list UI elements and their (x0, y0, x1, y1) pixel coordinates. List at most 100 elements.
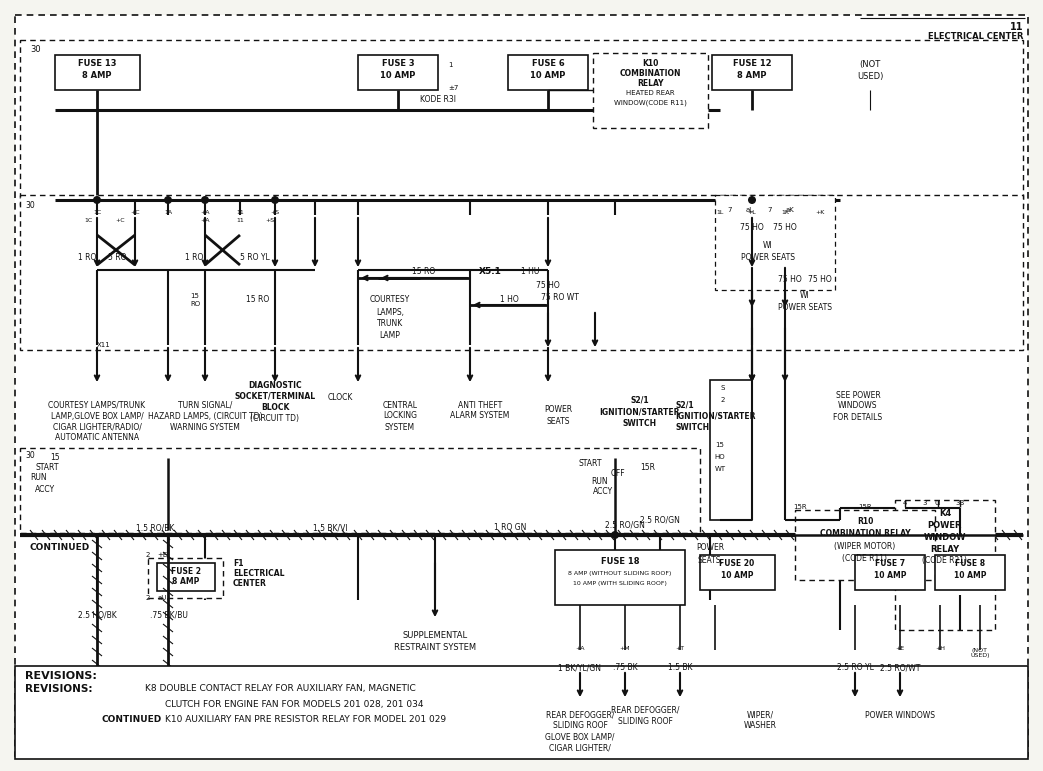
Text: K8 DOUBLE CONTACT RELAY FOR AUXILIARY FAN, MAGNETIC: K8 DOUBLE CONTACT RELAY FOR AUXILIARY FA… (145, 685, 416, 693)
Text: WI: WI (800, 291, 809, 299)
Text: 15R: 15R (793, 504, 807, 510)
Text: POWER: POWER (544, 406, 572, 415)
Text: 10 AMP (WITH SLIDING ROOF): 10 AMP (WITH SLIDING ROOF) (573, 581, 666, 585)
Text: CLOCK: CLOCK (328, 393, 353, 402)
Bar (20, 195, 1023, 350)
Circle shape (93, 196, 101, 204)
Text: WINDOWS: WINDOWS (839, 402, 878, 410)
Bar (712, 55, 792, 90)
Bar (895, 500, 995, 630)
Text: ACCY: ACCY (35, 486, 55, 494)
Text: +C: +C (115, 217, 125, 223)
Text: 1A: 1A (164, 210, 172, 214)
Text: FUSE 2: FUSE 2 (171, 567, 201, 577)
Text: FUSE 20: FUSE 20 (720, 558, 755, 567)
Text: 1C: 1C (93, 210, 101, 214)
Text: AUTOMATIC ANTENNA: AUTOMATIC ANTENNA (55, 433, 139, 443)
Text: 8 AMP: 8 AMP (82, 70, 112, 79)
Text: 1 HU: 1 HU (520, 268, 539, 277)
Bar (855, 555, 925, 590)
Text: (CIRCUIT TD): (CIRCUIT TD) (250, 413, 299, 423)
Text: WINDOW: WINDOW (924, 533, 966, 541)
Circle shape (201, 196, 209, 204)
Bar (20, 20, 1023, 671)
Text: R10: R10 (856, 517, 873, 527)
Text: REAR DEFOGGER/: REAR DEFOGGER/ (611, 705, 679, 715)
Text: FUSE 18: FUSE 18 (601, 557, 639, 565)
Text: +S: +S (265, 217, 274, 223)
Text: 1: 1 (447, 62, 453, 68)
Text: 3B: 3B (955, 500, 965, 506)
Text: X5.1: X5.1 (479, 268, 502, 277)
Text: 2: 2 (146, 595, 150, 601)
Text: 2.5 RO YL: 2.5 RO YL (836, 664, 873, 672)
Text: 3: 3 (923, 500, 927, 506)
Bar (710, 380, 752, 520)
Text: FOR DETAILS: FOR DETAILS (833, 412, 882, 422)
Text: POWER SEATS: POWER SEATS (741, 252, 795, 261)
Text: SLIDING ROOF: SLIDING ROOF (617, 716, 673, 726)
Bar (593, 53, 708, 128)
Text: K4: K4 (939, 509, 951, 517)
Text: SLIDING ROOF: SLIDING ROOF (553, 722, 607, 730)
Circle shape (611, 531, 618, 539)
Text: +E: +E (156, 552, 167, 558)
Text: 8 AMP: 8 AMP (737, 70, 767, 79)
Bar (935, 555, 1005, 590)
Text: 2: 2 (146, 552, 150, 558)
Text: IGNITION/STARTER: IGNITION/STARTER (600, 408, 680, 416)
Text: +H: +H (935, 645, 945, 651)
Text: 1 RO: 1 RO (78, 254, 96, 262)
Text: SEE POWER: SEE POWER (835, 390, 880, 399)
Bar (700, 555, 775, 590)
Text: .75 BK/BU: .75 BK/BU (150, 611, 188, 620)
Text: 75 HO: 75 HO (741, 224, 763, 233)
Text: 8 AMP (WITHOUT SLIDING ROOF): 8 AMP (WITHOUT SLIDING ROOF) (568, 571, 672, 575)
Bar (508, 55, 588, 90)
Text: +M: +M (620, 645, 630, 651)
Text: POWER: POWER (928, 520, 963, 530)
Text: RELAY: RELAY (930, 544, 960, 554)
Text: LOCKING: LOCKING (383, 412, 417, 420)
Text: (NOT: (NOT (859, 60, 880, 69)
Text: 11: 11 (1010, 22, 1023, 32)
Text: START: START (578, 459, 602, 467)
Text: 11: 11 (236, 210, 244, 214)
Text: OFF: OFF (611, 469, 626, 477)
Text: aL: aL (746, 207, 754, 213)
Bar (15, 666, 1028, 759)
Text: RUN: RUN (591, 477, 608, 487)
Text: 11: 11 (236, 217, 244, 223)
Text: 15
RO: 15 RO (190, 294, 200, 307)
Text: +E: +E (896, 645, 904, 651)
Text: ELECTRICAL CENTER: ELECTRICAL CENTER (927, 32, 1023, 41)
Text: 7: 7 (768, 207, 772, 213)
Text: HO: HO (714, 454, 725, 460)
Text: S2/1: S2/1 (631, 396, 650, 405)
Text: USED): USED) (856, 72, 883, 82)
Circle shape (271, 196, 278, 204)
Text: (CODE R11): (CODE R11) (843, 554, 888, 563)
Text: SWITCH: SWITCH (675, 423, 709, 432)
Text: 1.5 RO/BK: 1.5 RO/BK (136, 524, 174, 533)
Text: HEATED REAR: HEATED REAR (626, 90, 675, 96)
Text: +L: +L (748, 210, 756, 214)
Text: aK: aK (785, 207, 795, 213)
Bar (148, 558, 223, 598)
Text: 5 RO YL: 5 RO YL (240, 254, 270, 262)
Text: 10 AMP: 10 AMP (874, 571, 906, 580)
Text: POWER WINDOWS: POWER WINDOWS (865, 711, 935, 719)
Bar (358, 55, 438, 90)
Text: CENTER: CENTER (233, 578, 267, 588)
Circle shape (164, 196, 172, 204)
Text: CONTINUED: CONTINUED (30, 544, 91, 553)
Text: +C: +C (130, 210, 140, 214)
Text: CLUTCH FOR ENGINE FAN FOR MODELS 201 028, 201 034: CLUTCH FOR ENGINE FAN FOR MODELS 201 028… (165, 699, 423, 709)
Text: 2.5 RO/GN: 2.5 RO/GN (605, 520, 645, 530)
Text: TRUNK: TRUNK (377, 319, 404, 328)
Text: FUSE 13: FUSE 13 (78, 59, 116, 68)
Text: 15: 15 (715, 442, 725, 448)
Text: ±7: ±7 (447, 85, 458, 91)
Text: 10 AMP: 10 AMP (530, 70, 565, 79)
Text: CIGAR LIGHTER/RADIO/: CIGAR LIGHTER/RADIO/ (52, 423, 142, 432)
